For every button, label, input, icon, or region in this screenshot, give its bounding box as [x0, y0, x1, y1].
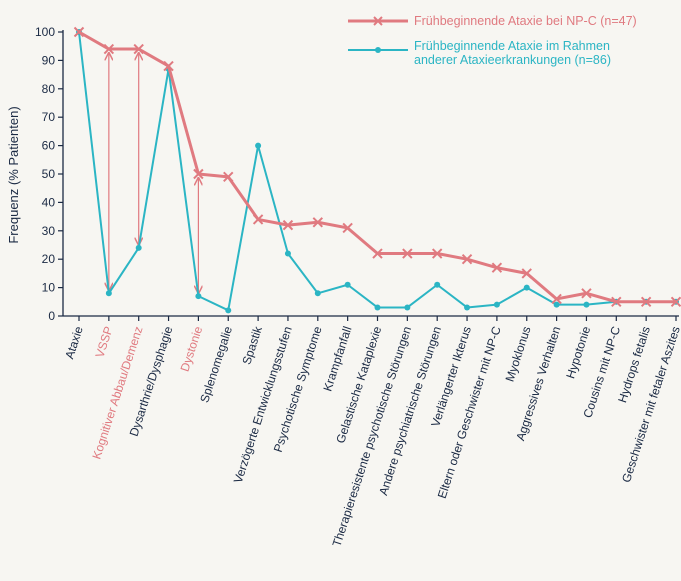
y-tick-label: 10 — [42, 281, 56, 295]
data-point — [431, 248, 443, 259]
data-point — [284, 250, 291, 257]
data-point — [374, 304, 381, 311]
data-point — [670, 296, 681, 308]
data-point — [583, 301, 590, 308]
category-label: Ataxie — [62, 324, 86, 360]
data-point — [611, 296, 622, 308]
axes: 0 10 20 30 40 50 60 70 80 90 100 — [35, 25, 679, 323]
y-tick-label: 30 — [42, 224, 56, 238]
data-point — [372, 248, 383, 259]
y-tick-label: 90 — [42, 53, 56, 67]
data-point — [404, 304, 411, 311]
y-tick-label: 20 — [42, 252, 56, 266]
difference-arrows — [109, 53, 199, 293]
y-tick-label: 100 — [35, 25, 55, 39]
data-point — [491, 262, 503, 273]
data-point — [342, 222, 353, 234]
category-label: Hypotonie — [563, 324, 593, 380]
data-point — [252, 214, 264, 225]
legend-entry: Frühbeginnende Ataxie bei NP-C (n=47) — [414, 14, 637, 28]
data-point — [344, 281, 351, 288]
data-point — [402, 248, 413, 259]
y-tick-label: 40 — [42, 195, 56, 209]
series-layer — [73, 26, 681, 314]
data-point — [195, 293, 202, 300]
y-tick-label: 70 — [42, 110, 56, 124]
data-point — [314, 290, 321, 297]
legend-marker — [373, 16, 383, 26]
data-point — [282, 219, 294, 231]
data-point — [493, 301, 500, 308]
y-tick-label: 0 — [48, 309, 55, 323]
data-point — [434, 281, 441, 288]
category-label: Dystonie — [178, 324, 206, 373]
data-point — [133, 43, 144, 55]
y-axis-label: Frequenz (% Patienten) — [6, 106, 21, 243]
y-tick-label: 60 — [42, 139, 56, 153]
category-label: Myoklonus — [503, 325, 534, 384]
category-label: Splenomegalie — [197, 324, 235, 404]
data-point — [223, 171, 234, 183]
data-point — [225, 307, 232, 314]
data-point — [312, 217, 324, 228]
data-point — [135, 244, 142, 251]
data-point — [523, 284, 530, 291]
data-point — [581, 288, 592, 299]
legend: Frühbeginnende Ataxie bei NP-C (n=47) Frü… — [348, 14, 637, 67]
data-point — [255, 142, 262, 149]
data-point — [73, 26, 85, 38]
data-point — [640, 296, 652, 308]
data-point — [103, 43, 115, 55]
category-label: Krampfanfall — [320, 325, 354, 393]
data-point — [163, 60, 174, 72]
legend-entry: anderer Ataxieerkrankungen (n=86) — [414, 53, 611, 67]
data-point — [464, 304, 471, 311]
legend-marker — [375, 47, 381, 53]
y-tick-label: 50 — [42, 167, 56, 181]
data-point — [193, 168, 204, 180]
data-point — [521, 268, 532, 279]
data-point — [551, 293, 562, 305]
legend-entry: Frühbeginnende Ataxie im Rahmen — [414, 39, 610, 53]
category-label: Spastik — [239, 324, 265, 367]
series-line — [78, 31, 676, 312]
y-tick-label: 80 — [42, 82, 56, 96]
category-label: VSSP — [92, 325, 115, 360]
data-point — [105, 290, 112, 297]
data-point — [461, 253, 473, 265]
data-point — [553, 301, 560, 308]
